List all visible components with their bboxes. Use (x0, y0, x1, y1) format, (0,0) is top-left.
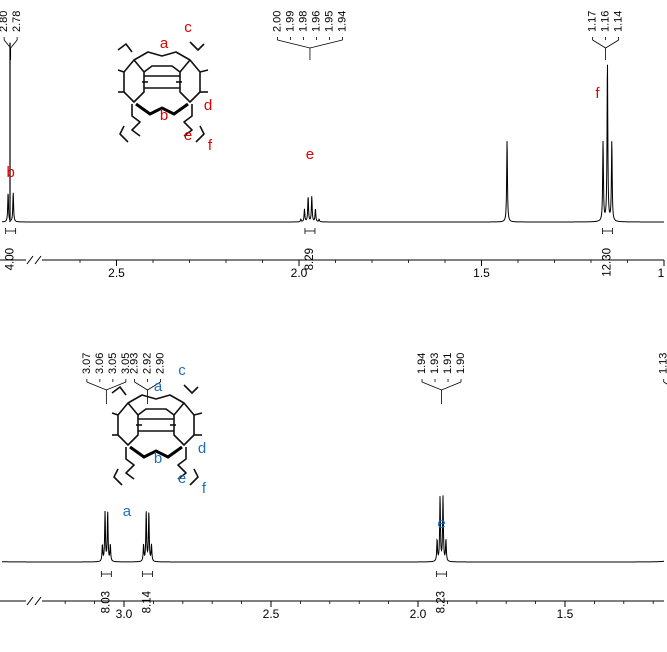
peak-label: 1.94 (336, 11, 348, 32)
structure-label: e (178, 470, 186, 487)
integral-value: 4.00 (5, 248, 17, 270)
peak-label: 2.92 (142, 353, 154, 374)
x-axis-tick-label: 1.5 (473, 266, 490, 280)
structure-label: d (204, 97, 212, 114)
peak-label: 2.93 (129, 353, 141, 374)
x-axis-tick-label: 2.0 (291, 266, 308, 280)
structure-label: b (160, 107, 168, 124)
structure-label: b (154, 450, 162, 467)
top-molecule-structure: a b c def (117, 19, 213, 154)
x-axis-tick-label: 2.5 (263, 607, 280, 621)
structure-label: d (198, 440, 206, 457)
axis-break-mark (26, 255, 34, 265)
peak-label-bracket (277, 39, 343, 49)
peak-label-group: 1.131.121.10 (658, 353, 667, 385)
axis-break-mark (34, 596, 42, 606)
integral-marker: 4.00 (5, 228, 17, 270)
peak-label-group: 2.93 2.92 2.90 (129, 353, 167, 404)
axis-break-mark (26, 596, 34, 606)
peak-label: 1.96 (310, 11, 322, 32)
peak-label: 1.91 (442, 353, 454, 374)
structure-label: f (208, 137, 213, 154)
x-axis-tick-label: 1.5 (557, 607, 574, 621)
peak-label-bracket (86, 381, 127, 391)
integral-value: 12.30 (601, 248, 613, 277)
peak-label: 3.05 (107, 353, 119, 374)
peak-assignment-label: a (123, 503, 132, 520)
structure-label: c (178, 362, 186, 379)
peak-assignment-label: e (437, 515, 445, 532)
structure-label: a (160, 35, 169, 52)
peak-label: 2.00 (271, 11, 283, 32)
axis-break-mark (34, 255, 42, 265)
peak-label: 3.06 (94, 353, 106, 374)
x-axis-tick-label: 2.0 (410, 607, 427, 621)
peak-label-bracket (421, 381, 462, 391)
peak-label: 3.07 (81, 353, 93, 374)
bottom-molecule-structure: a b c def (111, 362, 207, 497)
x-axis-tick-label: 3.0 (116, 607, 133, 621)
structure-label: e (184, 127, 192, 144)
peak-label: 2.90 (155, 353, 167, 374)
peak-label: 2.78 (11, 11, 23, 32)
peak-label: 1.93 (429, 353, 441, 374)
integral-value: 8.03 (100, 591, 112, 613)
integral-marker: 8.23 (436, 571, 448, 613)
structure-label: f (202, 480, 207, 497)
peak-label: 2.80 (0, 11, 10, 32)
peak-label-bracket (592, 39, 619, 49)
peak-label: 1.94 (416, 353, 428, 374)
peak-label-group: 3.07 3.06 3.05 3.05 (81, 353, 132, 404)
peak-label: 1.99 (284, 11, 296, 32)
integral-marker: 8.14 (142, 571, 154, 613)
integral-value: 8.14 (142, 590, 154, 613)
integral-value: 8.29 (304, 248, 316, 270)
peak-assignment-label: f (595, 85, 600, 102)
integral-marker: 8.03 (100, 571, 112, 613)
peak-label-group: 1.17 1.16 1.14 (587, 11, 625, 60)
peak-label-group: 1.94 1.93 1.91 1.90 (416, 353, 467, 404)
spectrum-trace (1, 495, 665, 563)
peak-assignment-label: b (6, 164, 14, 181)
peak-label: 1.90 (455, 353, 467, 374)
x-axis-tick-label: 1 (658, 266, 665, 280)
peak-label: 1.17 (587, 11, 599, 32)
spectrum-trace (1, 64, 664, 223)
peak-label: 1.14 (613, 11, 625, 32)
peak-label: 1.95 (323, 11, 335, 32)
structure-label: c (184, 19, 192, 36)
x-axis-tick-label: 2.5 (108, 266, 125, 280)
bottom-nmr-spectrum: 4.534.503.693.683.673.533.513.473.073.06… (0, 353, 667, 621)
integral-marker: 12.30 (601, 228, 613, 277)
structure-label: a (154, 378, 163, 395)
peak-label: 1.16 (600, 11, 612, 32)
integral-value: 8.23 (436, 591, 448, 613)
peak-label: 1.13 (658, 353, 667, 374)
peak-label: 3.05 (120, 353, 132, 374)
peak-label-group: 2.00 1.99 1.98 1.96 1.95 1.94 (271, 11, 348, 60)
peak-label-group: 2.80 2.78 (0, 11, 23, 60)
peak-assignment-label: e (306, 146, 314, 163)
top-nmr-spectrum: 7.074.714.693.843.833.823.312.802.782.00… (0, 11, 665, 280)
peak-label-bracket (3, 39, 18, 49)
integral-marker: 8.29 (304, 228, 316, 270)
peak-label: 1.98 (297, 11, 309, 32)
